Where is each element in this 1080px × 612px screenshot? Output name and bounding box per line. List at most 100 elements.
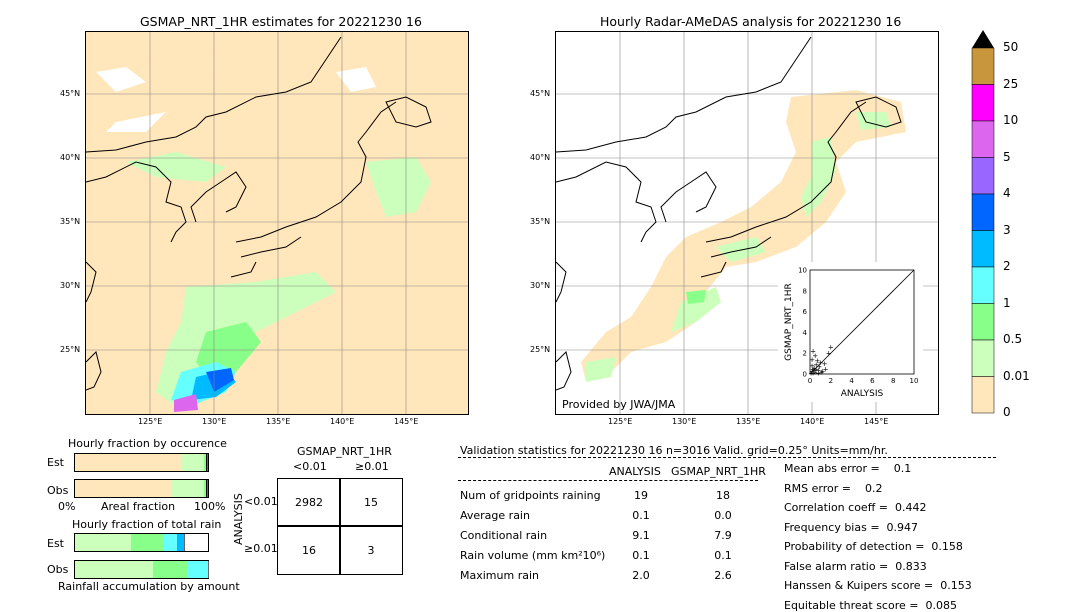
left-map-title: GSMAP_NRT_1HR estimates for 20221230 16 [140, 14, 422, 29]
colorbar-label: 0.01 [1003, 368, 1030, 383]
validation-divider [458, 457, 996, 458]
scatter-point: + [816, 363, 822, 371]
rain-fraction-title: Hourly fraction of total rain [72, 518, 222, 531]
scatter-point: + [810, 348, 816, 356]
left-lat-tick-45: 45°N [60, 89, 81, 98]
score-line: RMS error = 0.2 [784, 481, 883, 495]
contingency-col-ge: ≥0.01 [355, 460, 389, 473]
stat-gsmap-value: 0.1 [714, 549, 732, 562]
scatter-point: + [808, 369, 814, 377]
contingency-title: GSMAP_NRT_1HR [297, 445, 392, 458]
occurrence-tick-100: 100% [194, 500, 226, 513]
left-map-canvas [86, 32, 468, 414]
colorbar-label: 3 [1003, 222, 1011, 237]
colorbar-segment [971, 339, 995, 377]
scatter-x-tick: 6 [870, 377, 875, 385]
scatter-point: + [809, 367, 815, 375]
validation-col-gsmap: GSMAP_NRT_1HR [671, 465, 766, 478]
occurrence-obs-label: Obs [47, 484, 69, 497]
right-map-title: Hourly Radar-AMeDAS analysis for 2022123… [600, 14, 902, 29]
scatter-point: + [820, 367, 826, 375]
colorbar-label: 0.5 [1003, 332, 1023, 346]
colorbar-segment [971, 230, 995, 268]
scatter-y-tick: 2 [803, 350, 807, 358]
scatter-point: + [814, 357, 820, 365]
score-line: Frequency bias = 0.947 [784, 520, 919, 534]
right-lon-tick-125: 125°E [608, 417, 633, 426]
stat-analysis-value: 2.0 [632, 569, 650, 582]
left-lat-tick-25: 25°N [60, 345, 81, 354]
left-lat-tick-30: 30°N [60, 281, 81, 290]
left-lon-tick-145: 145°E [394, 417, 419, 426]
scatter-inset: 0 2 4 6 8 10 0 2 4 6 8 10 + + + + + + + + + + + + + + + + + + + + + + + + AN… [778, 262, 923, 402]
scatter-point: + [828, 343, 834, 351]
occurrence-tick-0: 0% [58, 500, 76, 513]
scatter-ylabel: GSMAP_NRT_1HR [784, 283, 794, 361]
colorbar-extend-triangle [972, 30, 994, 48]
rain-obs-bar [74, 560, 209, 579]
colorbar-segment [971, 303, 995, 341]
scatter-point: + [823, 365, 829, 373]
scatter-point: + [811, 364, 817, 372]
left-lon-tick-140: 140°E [330, 417, 355, 426]
scatter-x-tick: 2 [829, 377, 833, 385]
bar-segment [130, 534, 166, 551]
occurrence-est-bar [74, 453, 209, 472]
colorbar-label: 2 [1003, 259, 1011, 273]
colorbar [971, 30, 995, 414]
bar-segment [186, 561, 209, 578]
scatter-point: + [809, 356, 815, 364]
rain-obs-label: Obs [47, 563, 69, 576]
occurrence-est-label: Est [47, 456, 64, 469]
colorbar-segment [971, 47, 995, 85]
bar-segment [206, 454, 209, 471]
left-map-grid [86, 32, 468, 414]
colorbar-label: 4 [1003, 186, 1011, 200]
contingency-cell-00: 2982 [277, 478, 341, 527]
contingency-cell-01: 15 [339, 478, 403, 527]
colorbar-segment [971, 120, 995, 158]
bar-segment [164, 534, 179, 551]
scatter-point: + [810, 365, 816, 373]
stat-gsmap-value: 18 [716, 489, 730, 502]
right-lat-tick-40: 40°N [530, 153, 551, 162]
scatter-diagonal [809, 269, 915, 375]
colorbar-label: 5 [1003, 149, 1011, 164]
rain-est-label: Est [47, 537, 64, 550]
left-map [85, 31, 469, 415]
scatter-point: + [819, 368, 825, 376]
stat-label: Rain volume (mm km²10⁶) [460, 549, 606, 562]
scatter-xlabel: ANALYSIS [841, 389, 884, 399]
occurrence-title: Hourly fraction by occurence [68, 437, 227, 450]
stat-analysis-value: 0.1 [632, 509, 650, 522]
stat-gsmap-value: 2.6 [714, 569, 732, 582]
scatter-y-tick: 10 [798, 267, 807, 275]
colorbar-segment [971, 157, 995, 195]
colorbar-label: 50 [1003, 40, 1019, 54]
occurrence-obs-bar [74, 479, 209, 498]
bar-segment [177, 534, 186, 551]
left-lon-tick-135: 135°E [266, 417, 291, 426]
score-line: Mean abs error = 0.1 [784, 462, 912, 475]
colorbar-segment [971, 193, 995, 231]
bar-segment [75, 454, 183, 471]
bar-segment [206, 480, 209, 497]
bar-segment [75, 480, 174, 497]
scatter-point: + [812, 352, 818, 360]
stat-label: Num of gridpoints raining [460, 489, 601, 502]
score-line: Correlation coeff = 0.442 [784, 501, 927, 514]
scatter-y-tick: 6 [803, 308, 808, 316]
contingency-cell-11: 3 [339, 525, 403, 575]
left-coastline [86, 36, 432, 391]
right-lon-tick-130: 130°E [672, 417, 697, 426]
right-lat-tick-30: 30°N [530, 281, 551, 290]
stat-analysis-value: 9.1 [632, 529, 650, 542]
colorbar-label: 1 [1003, 295, 1011, 310]
scatter-point: + [826, 350, 832, 358]
colorbar-segment [971, 266, 995, 304]
right-lon-tick-145: 145°E [864, 417, 889, 426]
left-lon-tick-130: 130°E [202, 417, 227, 426]
left-lat-tick-40: 40°N [60, 153, 81, 162]
colorbar-label: 10 [1003, 113, 1019, 127]
stat-label: Average rain [460, 509, 530, 522]
